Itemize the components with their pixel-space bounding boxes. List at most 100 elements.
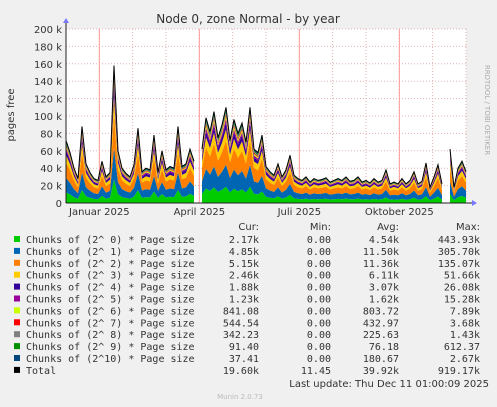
legend-value-avg: 6.11k xyxy=(369,271,399,282)
x-tick-label: Januar 2025 xyxy=(68,207,130,218)
legend-value-cur: 37.41 xyxy=(229,354,259,365)
y-tick-label: 40 k xyxy=(40,164,62,175)
legend-swatch xyxy=(14,331,20,338)
legend-swatch xyxy=(14,343,20,350)
legend-series-name: Chunks of (2^ 7) * Page size xyxy=(26,318,195,329)
area-series-0 xyxy=(450,193,466,203)
legend-value-cur: 19.60k xyxy=(223,366,259,377)
legend-value-cur: 2.46k xyxy=(229,271,259,282)
legend-value-max: 2.67k xyxy=(450,354,480,365)
legend-header: Max: xyxy=(456,222,480,233)
legend-series-name: Chunks of (2^10) * Page size xyxy=(26,354,195,365)
y-tick-label: 140 k xyxy=(34,77,62,88)
y-tick-label: 80 k xyxy=(40,129,62,140)
legend-value-cur: 5.15k xyxy=(229,259,259,270)
area-series-0 xyxy=(202,186,442,203)
area-series-2 xyxy=(450,167,466,197)
area-series-3 xyxy=(450,161,466,193)
total-line xyxy=(449,149,467,188)
legend-value-avg: 76.18 xyxy=(369,342,399,353)
legend-value-cur: 2.17k xyxy=(229,235,259,246)
legend-value-max: 305.70k xyxy=(438,247,480,258)
area-series-6 xyxy=(450,153,466,190)
legend-swatch xyxy=(14,307,20,314)
x-tick-label: Oktober 2025 xyxy=(365,207,434,218)
legend-series-name: Chunks of (2^ 5) * Page size xyxy=(26,295,195,306)
x-tick-label: Juli 2025 xyxy=(277,207,321,218)
area-series-0 xyxy=(66,179,194,203)
x-axis-arrow xyxy=(472,200,477,206)
area-series-5 xyxy=(66,82,194,184)
legend-value-avg: 3.07k xyxy=(369,283,399,294)
chart-title: Node 0, zone Normal - by year xyxy=(156,12,340,26)
legend-swatch xyxy=(14,271,20,278)
legend-value-min: 0.00 xyxy=(307,354,331,365)
area-series-1 xyxy=(450,181,466,201)
legend-value-min: 0.00 xyxy=(307,295,331,306)
legend-value-min: 11.45 xyxy=(301,366,331,377)
legend-value-max: 135.07k xyxy=(438,259,480,270)
legend-value-cur: 342.23 xyxy=(223,330,259,341)
legend-value-avg: 11.36k xyxy=(363,259,399,270)
legend-series-name: Total xyxy=(26,366,56,377)
legend-value-avg: 432.97 xyxy=(363,318,399,329)
legend-value-avg: 1.62k xyxy=(369,295,399,306)
legend-swatch xyxy=(14,259,20,266)
legend-value-cur: 544.54 xyxy=(223,318,259,329)
y-tick-label: 120 k xyxy=(34,95,62,106)
legend-value-cur: 1.88k xyxy=(229,283,259,294)
legend-value-avg: 803.72 xyxy=(363,306,399,317)
total-line xyxy=(201,107,443,190)
last-update-text: Last update: Thu Dec 11 01:00:09 2025 xyxy=(289,379,489,390)
legend-value-max: 612.37 xyxy=(444,342,480,353)
area-series-1 xyxy=(202,164,442,201)
area-series-2 xyxy=(66,113,194,194)
legend-swatch xyxy=(14,319,20,326)
legend-value-min: 0.00 xyxy=(307,271,331,282)
area-series-3 xyxy=(202,129,442,193)
y-tick-label: 100 k xyxy=(34,112,62,123)
y-tick-label: 200 k xyxy=(34,25,62,36)
area-series-4 xyxy=(450,157,466,191)
legend-swatch xyxy=(14,355,20,361)
legend-value-avg: 225.63 xyxy=(363,330,399,341)
y-tick-label: 0 xyxy=(56,199,62,210)
legend-value-max: 919.17k xyxy=(438,366,480,377)
legend-value-max: 15.28k xyxy=(444,295,480,306)
legend-series-name: Chunks of (2^ 3) * Page size xyxy=(26,271,195,282)
legend-series-name: Chunks of (2^ 0) * Page size xyxy=(26,235,195,246)
y-tick-label: 20 k xyxy=(40,182,62,193)
legend-value-avg: 4.54k xyxy=(369,235,399,246)
legend-value-max: 1.43k xyxy=(450,330,480,341)
area-series-6 xyxy=(66,77,194,184)
legend-value-min: 0.00 xyxy=(307,235,331,246)
area-series-7 xyxy=(450,152,466,189)
legend-value-cur: 4.85k xyxy=(229,247,259,258)
legend-value-min: 0.00 xyxy=(307,342,331,353)
area-series-3 xyxy=(66,97,194,189)
legend-value-cur: 91.40 xyxy=(229,342,259,353)
legend-value-max: 26.08k xyxy=(444,283,480,294)
legend-value-min: 0.00 xyxy=(307,283,331,294)
legend-value-min: 0.00 xyxy=(307,247,331,258)
y-axis-label: pages free xyxy=(6,88,17,141)
munin-version: Munin 2.0.73 xyxy=(217,393,263,401)
x-tick-label: April 2025 xyxy=(174,207,225,218)
y-tick-label: 160 k xyxy=(34,60,62,71)
legend-swatch xyxy=(14,283,20,290)
legend-value-max: 3.68k xyxy=(450,318,480,329)
legend-value-max: 7.89k xyxy=(450,306,480,317)
legend-swatch xyxy=(14,366,20,373)
legend-value-cur: 841.08 xyxy=(223,306,259,317)
legend-value-min: 0.00 xyxy=(307,259,331,270)
rrdtool-watermark: RRDTOOL / TOBI OETIKER xyxy=(483,65,491,155)
legend-series-name: Chunks of (2^ 4) * Page size xyxy=(26,283,195,294)
area-series-2 xyxy=(202,140,442,197)
legend-series-name: Chunks of (2^ 2) * Page size xyxy=(26,259,195,270)
legend-value-max: 51.66k xyxy=(444,271,480,282)
plot-area: 0 20 k 40 k 60 k 80 k 100 k 120 k 140 k 160 k 180… xyxy=(34,18,477,218)
legend-series-name: Chunks of (2^ 9) * Page size xyxy=(26,342,195,353)
legend-value-cur: 1.23k xyxy=(229,295,259,306)
area-series-1 xyxy=(66,148,194,200)
